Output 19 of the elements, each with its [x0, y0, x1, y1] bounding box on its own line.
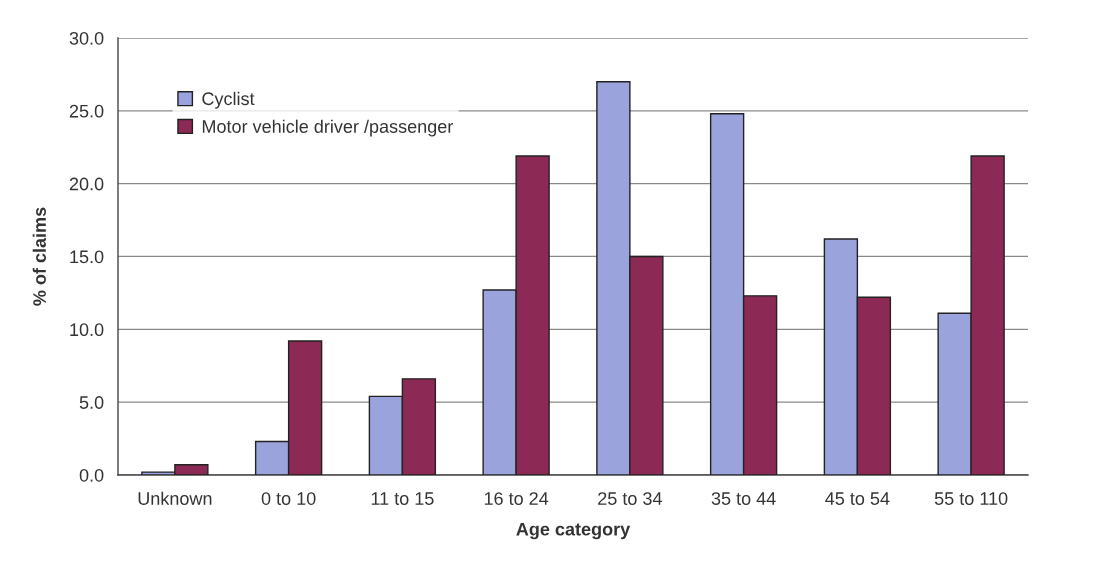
y-tick-label: 10.0 [70, 323, 104, 337]
x-tick-label: 11 to 15 [371, 492, 434, 505]
y-axis-title: % of claims [32, 207, 46, 306]
y-tick-label: 5.0 [79, 396, 104, 409]
y-tick-label: 25.0 [69, 104, 104, 118]
y-tick-label: 15.0 [70, 250, 104, 264]
x-tick-label: 55 to 110 [934, 492, 1008, 505]
legend-label: Cyclist [202, 91, 255, 109]
x-tick-label: 25 to 34 [598, 492, 662, 505]
x-tick-label: 16 to 24 [484, 492, 549, 505]
legend-label: Motor vehicle driver /passenger [202, 119, 453, 137]
x-tick-label: Unknown [138, 491, 212, 505]
y-tick-label: 20.0 [69, 177, 104, 191]
x-tick-label: 35 to 44 [711, 492, 776, 505]
x-tick-label: 45 to 54 [825, 492, 890, 505]
x-axis-title: Age category [516, 522, 631, 540]
y-tick-label: 30.0 [69, 31, 104, 45]
x-tick-label: 0 to 10 [261, 492, 316, 505]
y-tick-label: 0.0 [79, 468, 104, 482]
